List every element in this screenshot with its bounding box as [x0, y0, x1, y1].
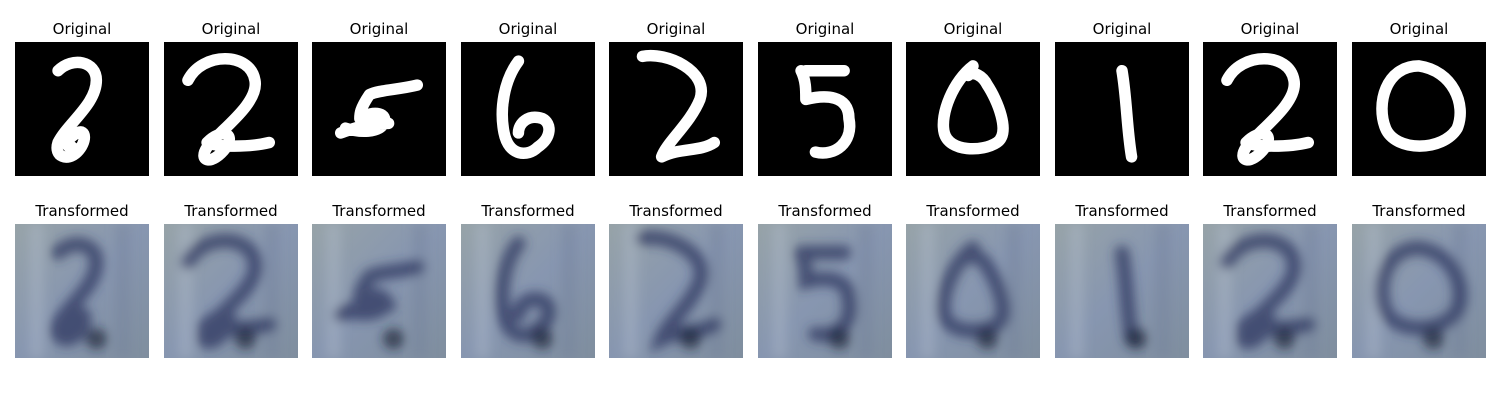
panel-title: Original	[52, 20, 112, 38]
digit-image-6	[461, 42, 595, 176]
digit-image-5	[312, 42, 446, 176]
panel-title: Transformed	[35, 202, 129, 220]
transformed-image	[312, 224, 446, 358]
panel-title: Original	[201, 20, 261, 38]
digit-image-2	[15, 42, 149, 176]
digit-stroke	[795, 64, 856, 159]
digit-image-2	[164, 42, 298, 176]
digit-image-0	[906, 42, 1040, 176]
digit-stroke	[334, 79, 424, 139]
digit-image-5	[758, 42, 892, 176]
panel-title: Transformed	[1372, 202, 1466, 220]
digit-image-2	[609, 42, 743, 176]
panel-title: Original	[943, 20, 1003, 38]
transformed-image	[164, 224, 298, 358]
digit-stroke	[636, 49, 721, 163]
digit-stroke	[937, 60, 1009, 155]
digit-stroke	[496, 55, 555, 159]
transformed-image	[1203, 224, 1337, 358]
digit-image-0	[1352, 42, 1486, 176]
panel-title: Transformed	[184, 202, 278, 220]
transformed-image	[758, 224, 892, 358]
panel-title: Original	[498, 20, 558, 38]
transformed-image	[609, 224, 743, 358]
digit-stroke	[51, 56, 103, 163]
digit-stroke	[1116, 64, 1138, 163]
panel-title: Transformed	[778, 202, 872, 220]
transformed-image	[906, 224, 1040, 358]
digit-image-1	[1055, 42, 1189, 176]
digit-image-2	[1203, 42, 1337, 176]
panel-title: Original	[1092, 20, 1152, 38]
transformed-image	[1352, 224, 1486, 358]
panel-title: Transformed	[1075, 202, 1169, 220]
panel-title: Original	[795, 20, 855, 38]
panel-title: Original	[349, 20, 409, 38]
digit-stroke	[182, 53, 276, 166]
digit-stroke	[1376, 60, 1466, 152]
panel-title: Transformed	[926, 202, 1020, 220]
panel-title: Transformed	[481, 202, 575, 220]
transformed-image	[461, 224, 595, 358]
panel-title: Original	[646, 20, 706, 38]
transformed-image	[15, 224, 149, 358]
panel-title: Transformed	[1223, 202, 1317, 220]
panel-title: Original	[1240, 20, 1300, 38]
panel-title: Original	[1389, 20, 1449, 38]
panel-title: Transformed	[332, 202, 426, 220]
panel-title: Transformed	[629, 202, 723, 220]
digit-stroke	[1221, 53, 1315, 166]
transformed-image	[1055, 224, 1189, 358]
